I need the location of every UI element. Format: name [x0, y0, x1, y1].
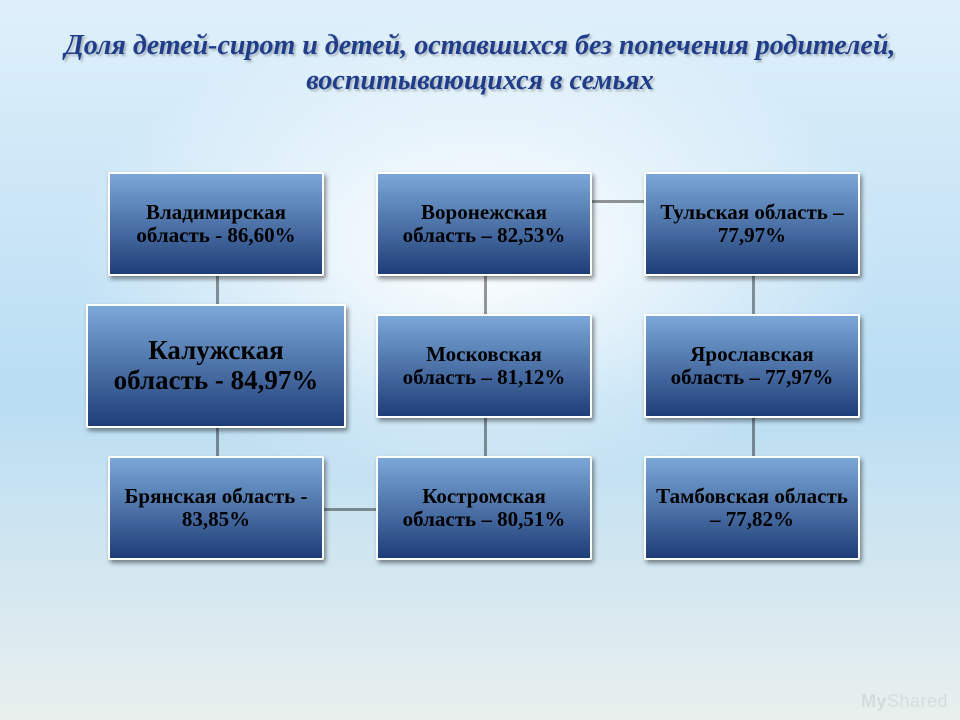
- connector: [216, 276, 219, 304]
- node-yaroslavl: Ярославская область – 77,97%: [644, 314, 860, 418]
- node-moscow: Московская область – 81,12%: [376, 314, 592, 418]
- node-kaluga: Калужская область - 84,97%: [86, 304, 346, 428]
- connector: [324, 508, 376, 511]
- watermark: MyShared: [861, 691, 948, 712]
- watermark-prefix: My: [861, 691, 887, 711]
- slide: Доля детей-сирот и детей, оставшихся без…: [0, 0, 960, 720]
- node-tambov: Тамбовская область – 77,82%: [644, 456, 860, 560]
- connector: [592, 200, 644, 203]
- connector: [484, 276, 487, 314]
- connector: [484, 418, 487, 456]
- node-kostroma: Костромская область – 80,51%: [376, 456, 592, 560]
- node-vladimir: Владимирская область - 86,60%: [108, 172, 324, 276]
- watermark-suffix: Shared: [887, 691, 948, 711]
- node-tula: Тульская область – 77,97%: [644, 172, 860, 276]
- connector: [216, 428, 219, 456]
- node-voronezh: Воронежская область – 82,53%: [376, 172, 592, 276]
- connector: [752, 276, 755, 314]
- connector: [752, 418, 755, 456]
- node-bryansk: Брянская область - 83,85%: [108, 456, 324, 560]
- flow-diagram: Владимирская область - 86,60% Калужская о…: [0, 0, 960, 720]
